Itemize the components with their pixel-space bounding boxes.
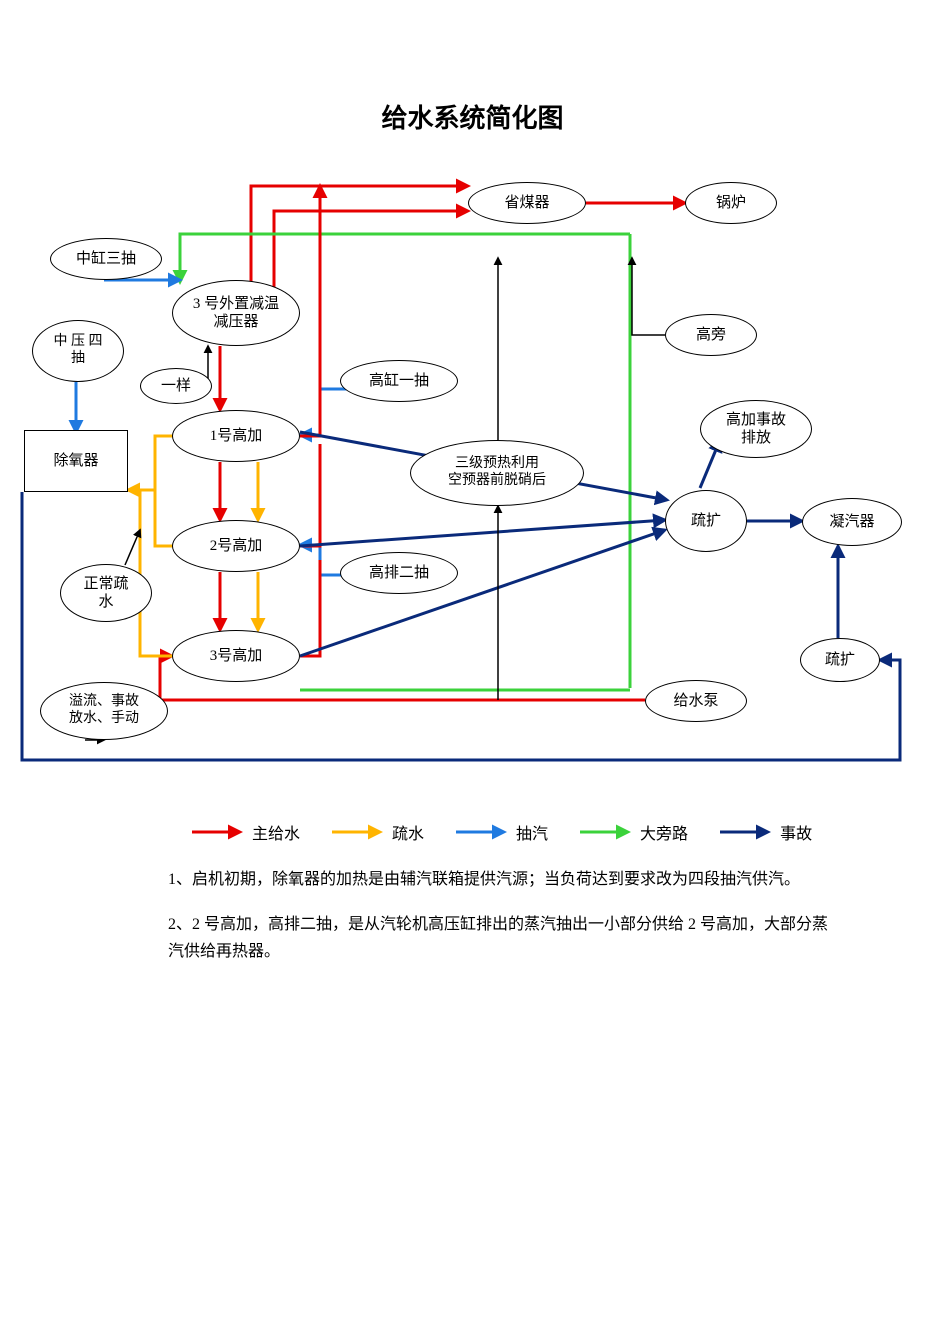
edge: [300, 444, 320, 546]
node-mid4: 中 压 四抽: [32, 320, 124, 382]
node-feedpump: 给水泵: [645, 680, 747, 722]
legend-label: 事故: [780, 820, 812, 844]
legend-item-main: 主给水: [190, 820, 300, 844]
node-hh2: 2号高加: [172, 520, 300, 572]
edge: [140, 490, 178, 546]
legend-arrow-icon: [718, 824, 772, 840]
edge: [300, 530, 665, 656]
node-normdrain: 正常疏水: [60, 564, 152, 622]
legend-label: 主给水: [252, 820, 300, 844]
edge: [274, 211, 468, 313]
legend-label: 疏水: [392, 820, 424, 844]
legend-item-steam: 抽汽: [454, 820, 548, 844]
node-hp2exh: 高排二抽: [340, 552, 458, 594]
edge: [180, 234, 630, 282]
node-mid3: 中缸三抽: [50, 238, 162, 280]
legend-arrow-icon: [330, 824, 384, 840]
edge: [300, 560, 320, 656]
page-title: 给水系统简化图: [0, 98, 945, 135]
note-1: 1、启机初期，除氧器的加热是由辅汽联箱提供汽源；当负荷达到要求改为四段抽汽供汽。: [168, 866, 828, 893]
edge: [632, 258, 665, 335]
node-preheat3: 三级预热利用空预器前脱硝后: [410, 440, 584, 506]
node-accident_dis: 高加事故排放: [700, 400, 812, 458]
node-reducer3: 3 号外置减温减压器: [172, 280, 300, 346]
edge: [125, 530, 140, 565]
node-hp1steam: 高缸一抽: [340, 360, 458, 402]
legend: 主给水 疏水 抽汽 大旁路 事故: [190, 820, 812, 844]
node-overflow: 溢流、事故放水、手动: [40, 682, 168, 740]
node-hpbypass: 高旁: [665, 314, 757, 356]
legend-label: 抽汽: [516, 820, 548, 844]
node-deaerator: 除氧器: [24, 430, 128, 492]
node-boiler: 锅炉: [685, 182, 777, 224]
node-same: 一样: [140, 368, 212, 404]
node-hh3: 3号高加: [172, 630, 300, 682]
legend-item-bypass: 大旁路: [578, 820, 688, 844]
node-economizer: 省煤器: [468, 182, 586, 224]
edge: [300, 520, 665, 546]
notes: 1、启机初期，除氧器的加热是由辅汽联箱提供汽源；当负荷达到要求改为四段抽汽供汽。…: [168, 866, 828, 984]
node-shukuo: 疏扩: [665, 490, 747, 552]
legend-arrow-icon: [190, 824, 244, 840]
legend-arrow-icon: [578, 824, 632, 840]
legend-item-drain: 疏水: [330, 820, 424, 844]
legend-arrow-icon: [454, 824, 508, 840]
node-shukuo2: 疏扩: [800, 638, 880, 682]
note-2: 2、2 号高加，高排二抽，是从汽轮机高压缸排出的蒸汽抽出一小部分供给 2 号高加…: [168, 911, 828, 965]
node-condenser: 凝汽器: [802, 498, 902, 546]
node-hh1: 1号高加: [172, 410, 300, 462]
legend-item-accident: 事故: [718, 820, 812, 844]
legend-label: 大旁路: [640, 820, 688, 844]
edge: [300, 186, 320, 436]
edge: [300, 389, 348, 435]
